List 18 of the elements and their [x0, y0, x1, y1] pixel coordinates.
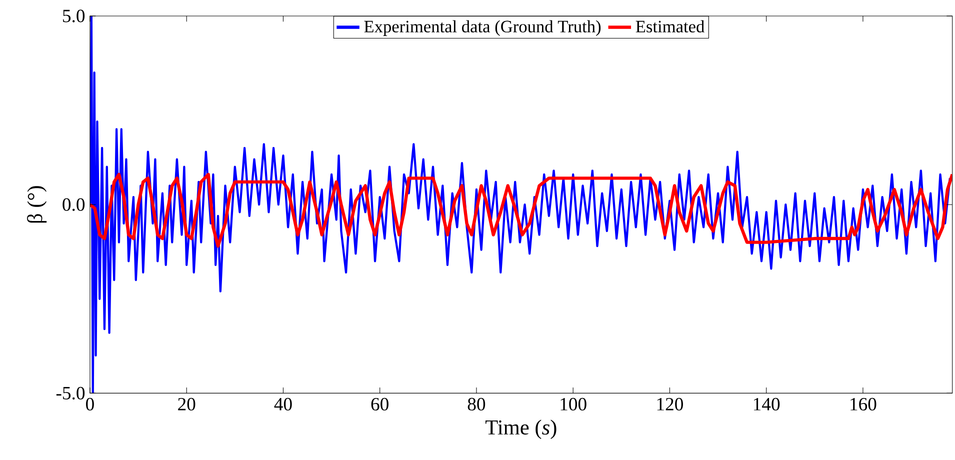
y-tick-label: 5.0 — [63, 10, 85, 22]
x-tick-label: 20 — [178, 398, 196, 411]
x-tick-label: 160 — [850, 398, 876, 411]
x-tick-label: 0 — [86, 398, 94, 411]
line-series — [90, 172, 952, 248]
legend-label: Estimated — [636, 20, 704, 33]
x-axis-title: Time (s) — [485, 420, 556, 440]
x-tick-label: 120 — [657, 398, 683, 411]
y-tick-label: 0.0 — [62, 198, 85, 212]
legend-label: Experimental data (Ground Truth) — [364, 20, 601, 36]
line-series — [90, 16, 951, 394]
x-tick-label: 140 — [754, 398, 780, 411]
x-tick-label: 100 — [560, 398, 586, 411]
x-tick-label: 40 — [274, 398, 292, 411]
x-tick-label: 80 — [468, 398, 486, 411]
y-axis-title: β (°) — [27, 186, 47, 223]
y-tick-label: -5.0 — [56, 386, 85, 400]
x-tick-label: 60 — [371, 398, 388, 411]
